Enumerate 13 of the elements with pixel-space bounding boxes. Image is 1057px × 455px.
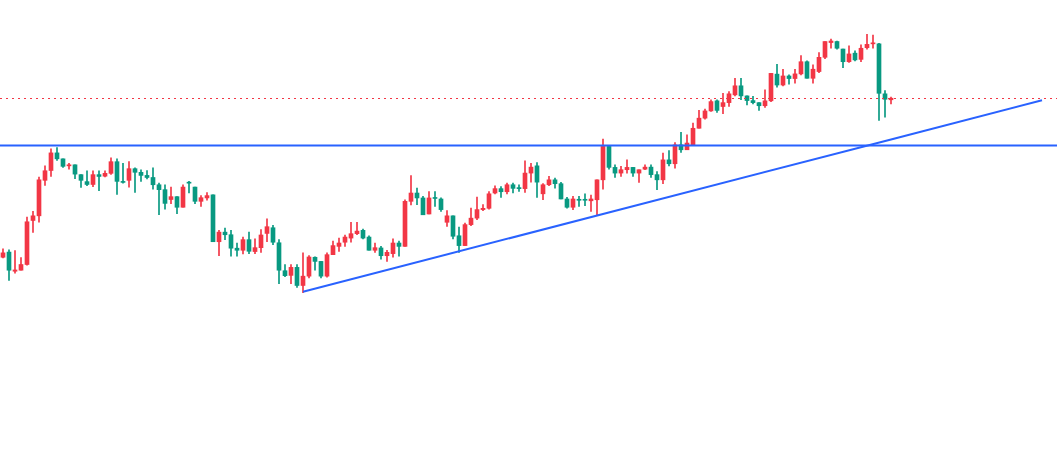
candlestick xyxy=(576,196,582,207)
candlestick xyxy=(84,170,90,187)
candlestick xyxy=(66,162,72,170)
candlestick xyxy=(168,186,174,204)
candlestick xyxy=(516,184,522,192)
candlestick xyxy=(432,191,438,207)
candlestick xyxy=(234,242,240,257)
candlestick xyxy=(120,162,126,184)
candlestick xyxy=(156,182,162,216)
candlestick xyxy=(132,167,138,193)
candlestick xyxy=(96,170,102,192)
candlestick xyxy=(582,193,588,207)
candlestick xyxy=(186,181,192,194)
